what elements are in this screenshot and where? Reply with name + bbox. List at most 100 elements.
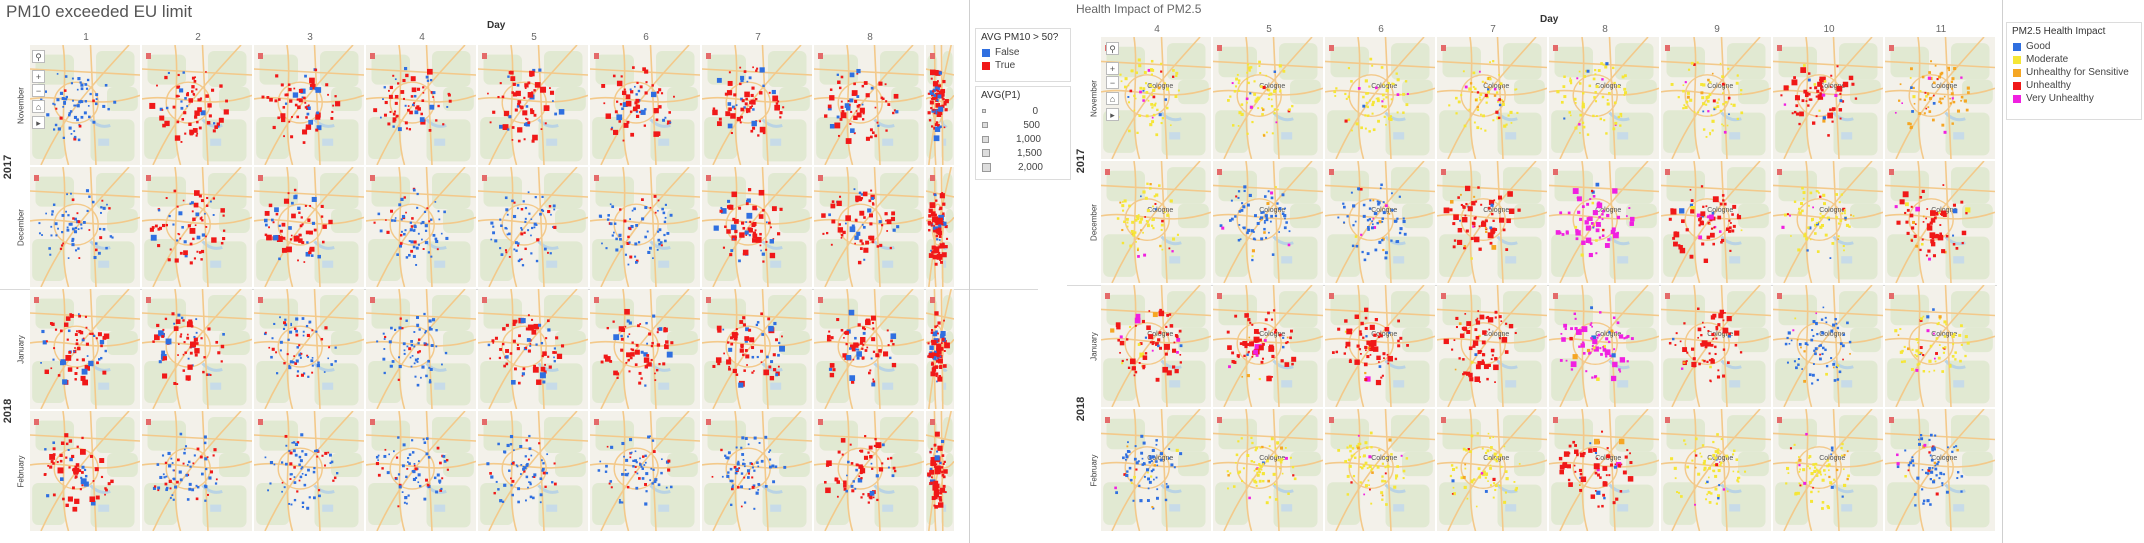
map-cell[interactable] [30,289,140,409]
map-cell[interactable]: Cologne [1213,409,1323,531]
map-cell[interactable] [702,411,812,531]
month-row-label: February [1089,454,1099,487]
legend-title: AVG(P1) [981,90,1021,101]
map-cell[interactable] [366,45,476,165]
home-icon[interactable]: ⌂ [32,100,45,113]
map-cell[interactable]: Cologne [1101,161,1211,283]
map-cell[interactable] [590,45,700,165]
map-cell[interactable] [366,289,476,409]
map-cell[interactable]: Cologne [1549,37,1659,159]
map-cell[interactable] [254,45,364,165]
map-cell[interactable]: Cologne [1213,285,1323,407]
map-cell[interactable]: Cologne [1437,161,1547,283]
map-cell[interactable] [142,167,252,287]
map-cell[interactable] [254,411,364,531]
map-cell[interactable]: Cologne [1437,285,1547,407]
legend-item-very-unhealthy[interactable]: Very Unhealthy [2007,92,2141,105]
zoom-out-button[interactable]: − [1106,76,1119,89]
svg-text:Cologne: Cologne [1931,83,1957,90]
legend-item-unhealthy-sensitive[interactable]: Unhealthy for Sensitive [2007,66,2141,79]
map-cell[interactable] [142,411,252,531]
map-cell[interactable]: Cologne [1885,161,1995,283]
map-cell[interactable]: Cologne [1549,161,1659,283]
map-cell[interactable]: Cologne [1325,37,1435,159]
map-cell[interactable] [478,289,588,409]
legend-label: True [995,60,1016,71]
map-cell[interactable] [590,289,700,409]
map-cell[interactable] [926,289,954,409]
search-icon[interactable]: ⚲ [1106,42,1119,55]
map-cell[interactable] [926,45,954,165]
map-cell[interactable]: Cologne [1213,161,1323,283]
map-cell[interactable] [478,167,588,287]
map-cell[interactable] [926,411,954,531]
zoom-out-button[interactable]: − [32,84,45,97]
map-cell[interactable] [254,289,364,409]
map-cell[interactable]: Cologne [1661,161,1771,283]
legend-item-true[interactable]: True [976,59,1070,72]
map-cell[interactable] [702,45,812,165]
zoom-in-button[interactable]: + [1106,62,1119,75]
search-icon[interactable]: ⚲ [32,50,45,63]
map-cell[interactable]: Cologne [1325,409,1435,531]
map-cell[interactable]: Cologne [1661,37,1771,159]
legend-label: Good [2026,41,2051,52]
map-cell[interactable]: Cologne [1437,37,1547,159]
map-cell[interactable] [814,411,924,531]
map-cell[interactable]: Cologne [1101,37,1211,159]
sensor-map [590,289,700,409]
map-cell[interactable]: Cologne [1549,409,1659,531]
map-cell[interactable] [926,167,954,287]
map-cell[interactable] [366,411,476,531]
sensor-map: Cologne [1773,285,1883,407]
legend-item-false[interactable]: False [976,46,1070,59]
sensor-map: Cologne [1213,161,1323,283]
map-cell[interactable] [366,167,476,287]
play-icon[interactable]: ▸ [32,116,45,129]
map-cell[interactable]: Cologne [1885,409,1995,531]
legend-item-moderate[interactable]: Moderate [2007,53,2141,66]
map-cell[interactable]: Cologne [1101,285,1211,407]
legend-item-unhealthy[interactable]: Unhealthy [2007,79,2141,92]
map-cell[interactable]: Cologne [1549,285,1659,407]
map-cell[interactable]: Cologne [1661,285,1771,407]
map-cell[interactable]: Cologne [1773,285,1883,407]
map-cell[interactable] [590,167,700,287]
home-icon[interactable]: ⌂ [1106,92,1119,105]
sensor-map [926,411,954,531]
map-cell[interactable] [254,167,364,287]
zoom-in-button[interactable]: + [32,70,45,83]
size-swatch [982,162,991,172]
map-cell[interactable]: Cologne [1325,161,1435,283]
map-cell[interactable]: Cologne [1325,285,1435,407]
sensor-map [814,45,924,165]
map-cell[interactable]: Cologne [1773,409,1883,531]
year-row-label: 2018 [2,398,15,424]
legend-item-good[interactable]: Good [2007,40,2141,53]
sensor-map [590,167,700,287]
map-cell[interactable]: Cologne [1773,161,1883,283]
map-cell[interactable]: Cologne [1213,37,1323,159]
map-cell[interactable] [814,45,924,165]
map-cell[interactable] [814,167,924,287]
map-cell[interactable] [702,167,812,287]
map-cell[interactable] [142,45,252,165]
map-cell[interactable] [478,411,588,531]
play-icon[interactable]: ▸ [1106,108,1119,121]
svg-text:Cologne: Cologne [1371,83,1397,90]
map-cell[interactable]: Cologne [1101,409,1211,531]
map-cell[interactable]: Cologne [1885,285,1995,407]
map-cell[interactable] [30,411,140,531]
map-cell[interactable] [590,411,700,531]
map-cell[interactable]: Cologne [1437,409,1547,531]
map-cell[interactable] [478,45,588,165]
map-cell[interactable] [30,167,140,287]
map-cell[interactable]: Cologne [1661,409,1771,531]
map-cell[interactable] [702,289,812,409]
map-cell[interactable] [814,289,924,409]
map-cell[interactable]: Cologne [1773,37,1883,159]
sensor-map [366,289,476,409]
map-cell[interactable] [142,289,252,409]
map-cell[interactable] [30,45,140,165]
map-cell[interactable]: Cologne [1885,37,1995,159]
